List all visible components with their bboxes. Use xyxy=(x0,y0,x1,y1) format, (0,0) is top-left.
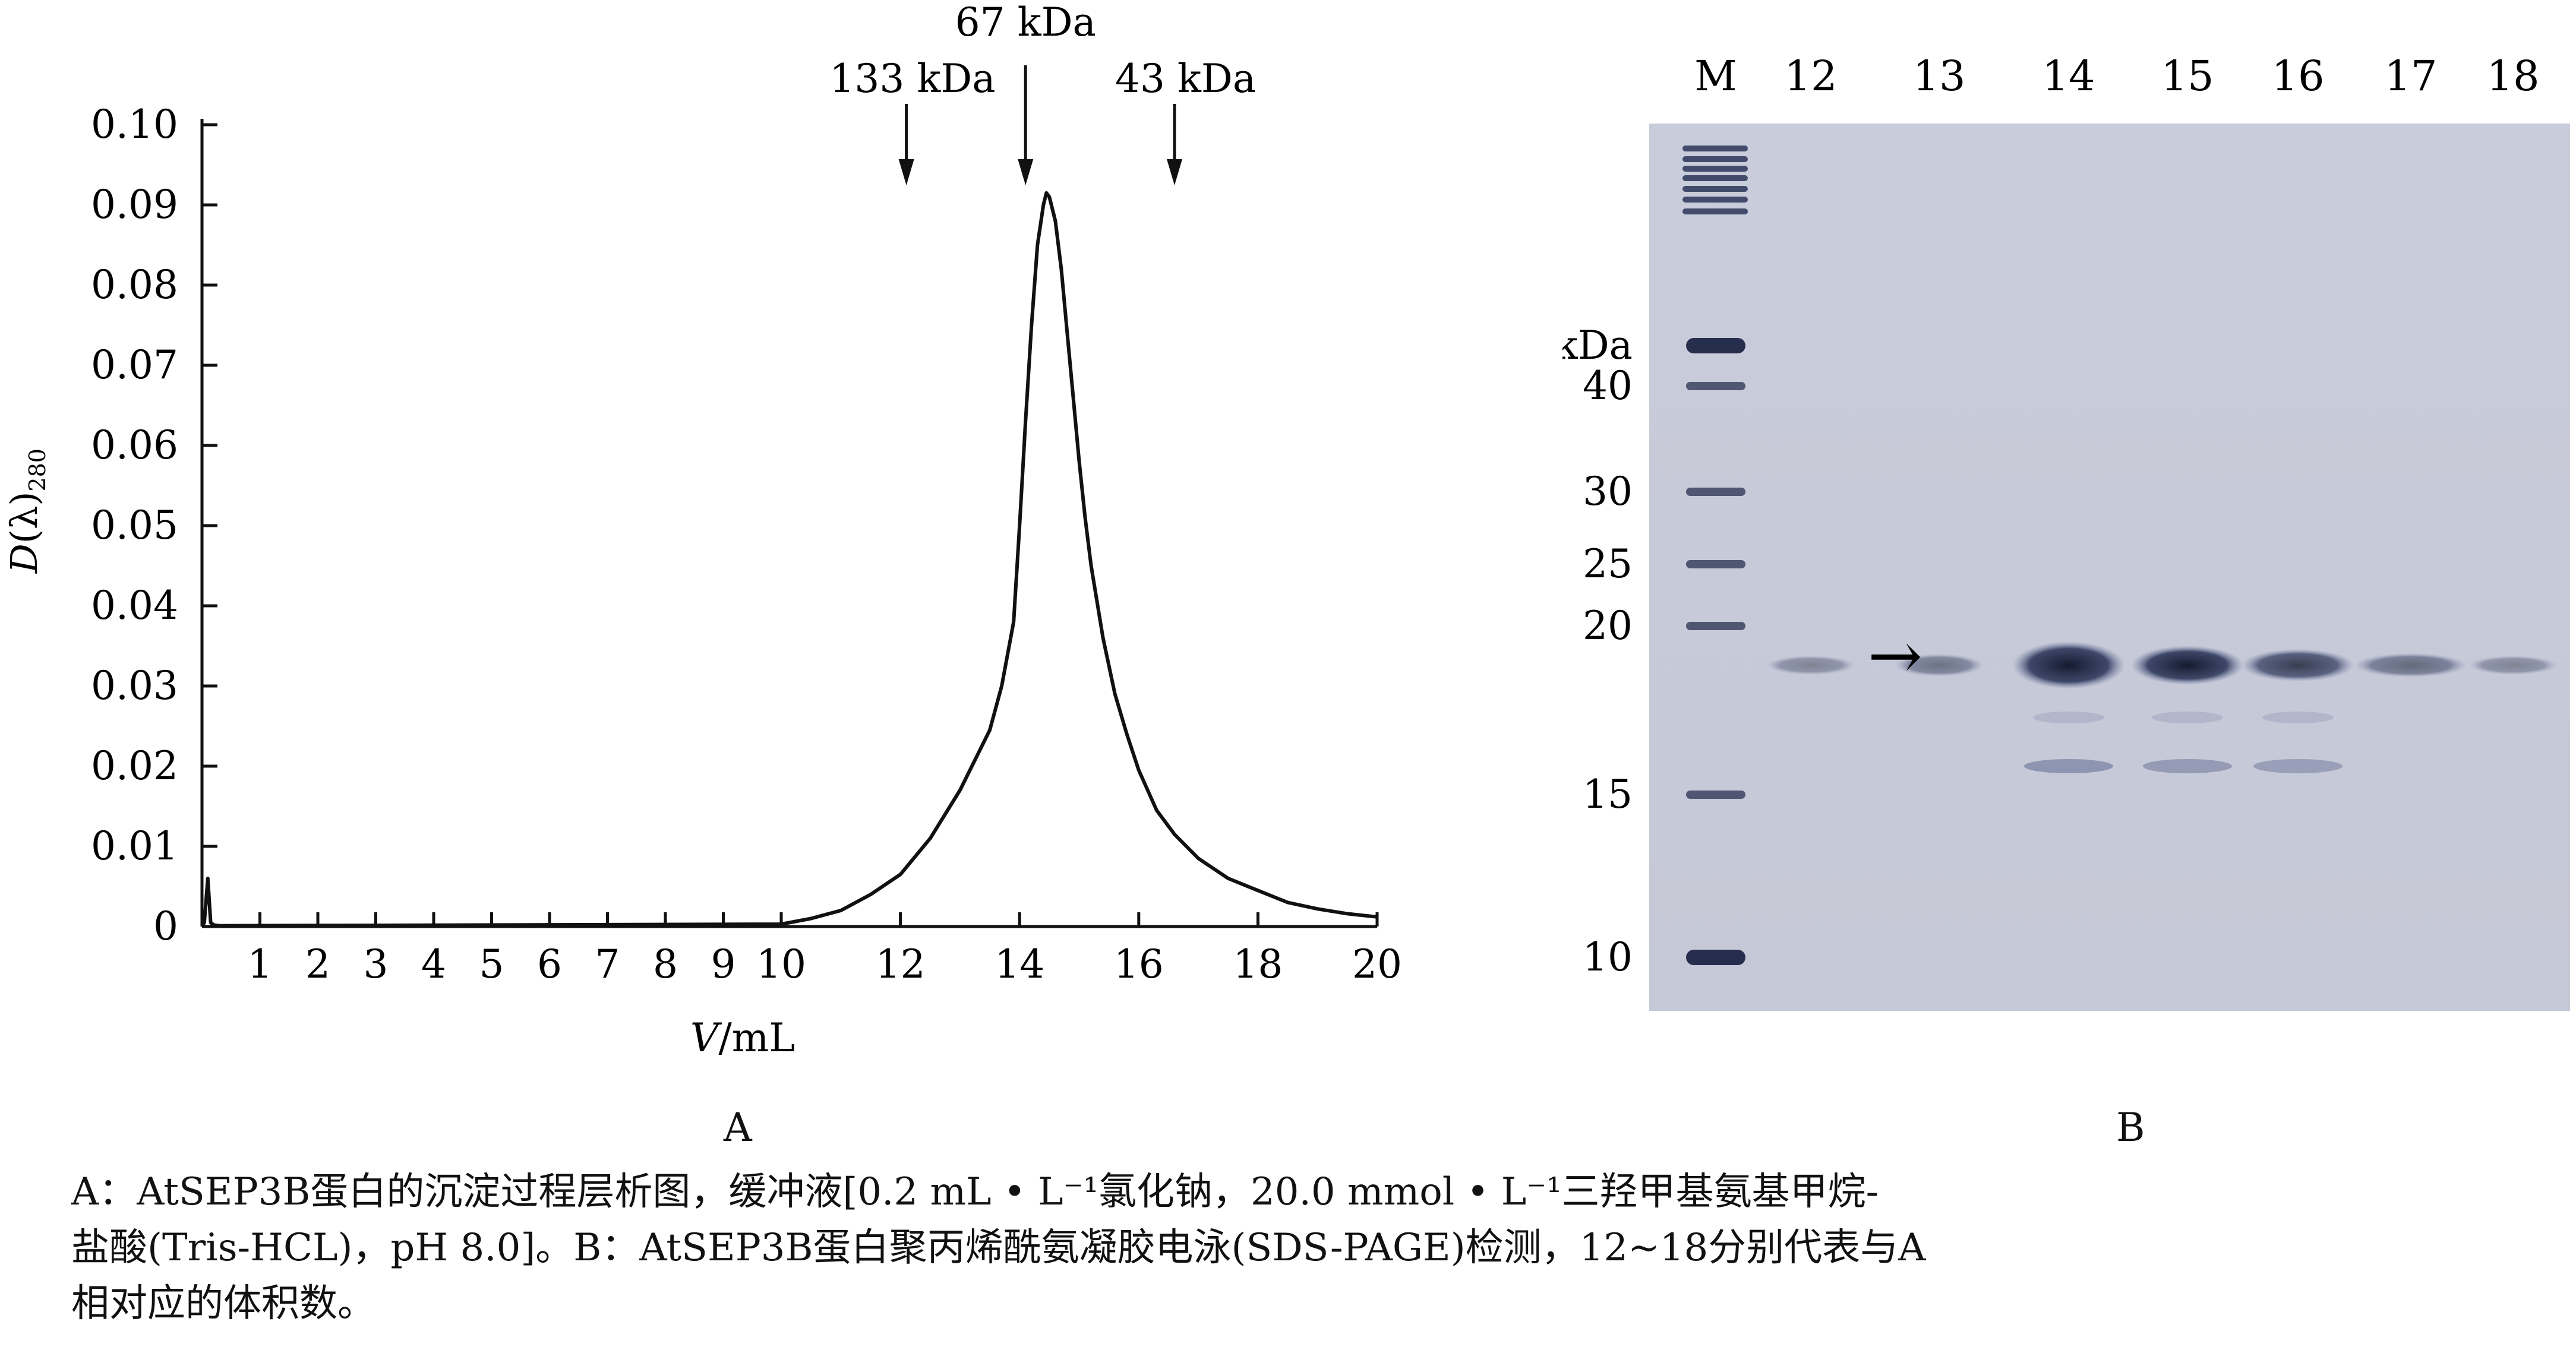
x-tick-label: 14 xyxy=(995,941,1044,987)
marker-size-label: 30 xyxy=(1583,469,1633,514)
ladder-band xyxy=(1682,166,1748,172)
protein-band xyxy=(1895,654,1984,676)
lane-label: M xyxy=(1694,52,1737,100)
lane-label: 14 xyxy=(2042,52,2095,100)
minor-band xyxy=(2024,759,2113,773)
marker-size-label: 25 xyxy=(1583,541,1633,587)
y-tick-label: 0.05 xyxy=(91,502,178,548)
minor-band xyxy=(2033,712,2104,723)
minor-band xyxy=(2262,712,2334,723)
ladder-band xyxy=(1682,175,1748,181)
mw-marker-label: 67 kDa xyxy=(955,0,1096,45)
lane-label: 13 xyxy=(1912,52,1965,100)
mw-marker-arrowhead xyxy=(1018,159,1034,185)
protein-band xyxy=(2354,653,2467,678)
mw-marker-arrowhead xyxy=(1166,159,1182,185)
caption-line: 相对应的体积数。 xyxy=(71,1282,375,1326)
marker-size-label: 20 xyxy=(1583,603,1633,649)
y-tick-label: 0.01 xyxy=(91,823,178,869)
x-tick-label: 4 xyxy=(421,941,446,987)
caption-line: A：AtSEP3B蛋白的沉淀过程层析图，缓冲液[0.2 mL • L⁻¹氯化钠，… xyxy=(71,1170,1879,1214)
panel-b-label: B xyxy=(2116,1105,2145,1150)
ladder-band xyxy=(1686,622,1745,630)
y-axis-label: D(λ)280 xyxy=(2,448,50,574)
ladder-band xyxy=(1682,197,1748,203)
x-tick-label: 6 xyxy=(537,941,562,987)
y-tick-label: 0 xyxy=(153,903,178,949)
mw-marker-arrowhead xyxy=(898,159,914,185)
x-tick-label: 8 xyxy=(653,941,678,987)
lane-label: 18 xyxy=(2486,52,2539,100)
x-tick-label: 2 xyxy=(305,941,330,987)
ladder-band xyxy=(1686,338,1745,353)
ladder-band xyxy=(1682,186,1748,192)
chromatogram-chart: 0 0.01 0.02 0.03 0.04 0.05 0.06 0.07 0.08 0.09 0.1… xyxy=(2,0,1402,1061)
lane-label: 15 xyxy=(2161,52,2214,100)
target-band-arrow: → xyxy=(1868,618,1922,694)
mw-marker-label: 43 kDa xyxy=(1115,56,1256,102)
ladder-band xyxy=(1686,560,1745,568)
figure-caption: A：AtSEP3B蛋白的沉淀过程层析图，缓冲液[0.2 mL • L⁻¹氯化钠，… xyxy=(71,1164,2537,1332)
protein-band xyxy=(2242,649,2354,682)
ladder-band xyxy=(1686,382,1745,390)
x-tick-label: 7 xyxy=(595,941,620,987)
y-tick-label: 0.10 xyxy=(91,102,178,147)
protein-band xyxy=(2012,641,2125,689)
minor-band xyxy=(2143,759,2232,773)
caption-line: 盐酸(Tris-HCL)，pH 8.0]。B：AtSEP3B蛋白聚丙烯酰氨凝胶电… xyxy=(71,1226,1926,1270)
x-tick-label: 16 xyxy=(1114,941,1164,987)
panel-a-label: A xyxy=(724,1105,752,1150)
x-tick-label: 20 xyxy=(1352,941,1402,987)
x-tick-label: 10 xyxy=(756,941,806,987)
ladder-band xyxy=(1682,146,1748,151)
x-axis-label: V/mL xyxy=(690,1015,795,1061)
y-tick-label: 0.02 xyxy=(91,743,178,789)
ladder-band xyxy=(1686,791,1745,799)
lane-label: 16 xyxy=(2271,52,2324,100)
y-tick-label: 0.03 xyxy=(91,663,178,709)
y-tick-label: 0.08 xyxy=(91,262,178,308)
y-tick-label: 0.04 xyxy=(91,583,178,628)
lane-label: 17 xyxy=(2384,52,2437,100)
protein-band xyxy=(1766,655,1855,675)
protein-band xyxy=(2131,646,2244,685)
x-tick-label: 5 xyxy=(479,941,504,987)
absorbance-curve xyxy=(200,191,1378,928)
minor-band xyxy=(2152,712,2223,723)
lane-label: 12 xyxy=(1784,52,1837,100)
marker-size-label: 10 xyxy=(1583,934,1633,980)
y-tick-label: 0.09 xyxy=(91,182,178,227)
protein-band xyxy=(2468,655,2558,675)
mw-marker-label: 133 kDa xyxy=(829,56,995,102)
x-tick-label: 1 xyxy=(248,941,273,987)
ladder-band xyxy=(1686,488,1745,496)
ladder-band xyxy=(1686,950,1745,965)
marker-size-label: 40 xyxy=(1583,363,1633,409)
x-tick-label: 12 xyxy=(876,941,926,987)
x-tick-label: 18 xyxy=(1233,941,1283,987)
marker-size-label: 50 kDa xyxy=(1562,323,1633,368)
y-tick-label: 0.07 xyxy=(91,342,178,388)
ladder-band xyxy=(1682,208,1748,214)
marker-size-label: 15 xyxy=(1583,772,1633,817)
x-tick-label: 9 xyxy=(711,941,736,987)
y-tick-label: 0.06 xyxy=(91,422,178,468)
x-tick-label: 3 xyxy=(364,941,389,987)
gel-background xyxy=(1649,124,2570,1011)
minor-band xyxy=(2253,759,2343,773)
ladder-band xyxy=(1682,156,1748,162)
